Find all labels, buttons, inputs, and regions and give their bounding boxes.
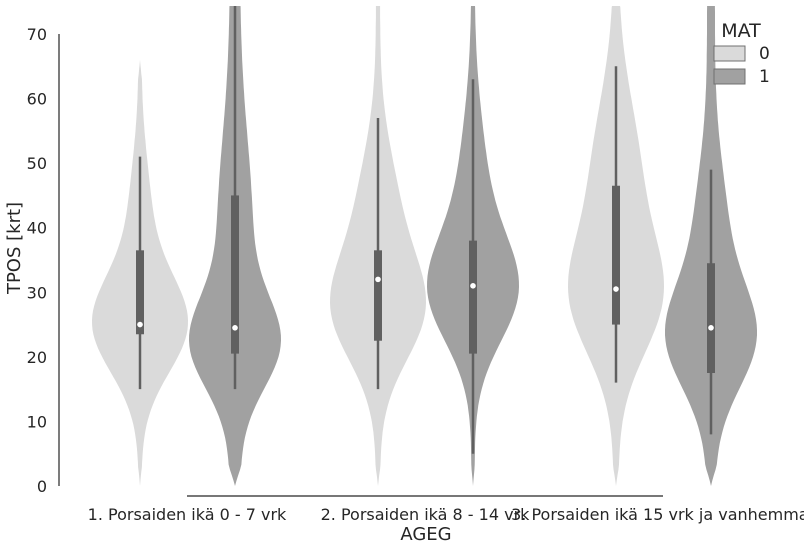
median-point-1-mat-1 — [232, 325, 238, 331]
y-tick-label: 60 — [27, 90, 47, 109]
y-tick-labels: 0 10 20 30 40 50 60 70 — [27, 25, 47, 496]
x-tick-label: 2. Porsaiden ikä 8 - 14 vrk — [321, 505, 531, 524]
legend-swatch-0 — [713, 45, 746, 62]
iqr-box-2-mat-0 — [374, 250, 382, 341]
y-tick-label: 50 — [27, 154, 47, 173]
median-point-2-mat-1 — [470, 283, 476, 289]
legend: MAT 0 1 — [713, 20, 770, 87]
y-tick-label: 20 — [27, 348, 47, 367]
y-tick-label: 30 — [27, 283, 47, 302]
boxes-layer — [136, 6, 715, 454]
iqr-box-1-mat-0 — [136, 250, 144, 335]
y-tick-label: 40 — [27, 219, 47, 238]
iqr-box-3-mat-1 — [707, 263, 715, 373]
iqr-box-2-mat-1 — [469, 240, 477, 354]
legend-label-1: 1 — [759, 67, 770, 87]
axes-layer — [58, 34, 663, 497]
median-point-2-mat-0 — [375, 276, 381, 283]
x-tick-label: 3. Porsaiden ikä 15 vrk ja vanhemmat — [511, 505, 804, 524]
x-tick-label: 1. Porsaiden ikä 0 - 7 vrk — [88, 505, 287, 524]
y-axis-label: TPOS [krt] — [4, 202, 25, 295]
legend-swatch-1 — [713, 68, 746, 85]
legend-label-0: 0 — [759, 44, 770, 64]
x-tick-labels: 1. Porsaiden ikä 0 - 7 vrk 2. Porsaiden i… — [88, 505, 804, 524]
median-point-1-mat-0 — [137, 321, 143, 328]
y-tick-label: 10 — [27, 412, 47, 431]
violins-layer — [92, 6, 757, 487]
iqr-box-1-mat-1 — [231, 195, 239, 354]
legend-title: MAT — [721, 20, 761, 42]
y-tick-label: 70 — [27, 25, 47, 44]
iqr-box-3-mat-0 — [612, 185, 620, 325]
median-point-3-mat-0 — [613, 286, 619, 292]
x-axis-label: AGEG — [400, 524, 451, 545]
median-point-3-mat-1 — [708, 325, 714, 331]
y-tick-label: 0 — [37, 477, 47, 496]
